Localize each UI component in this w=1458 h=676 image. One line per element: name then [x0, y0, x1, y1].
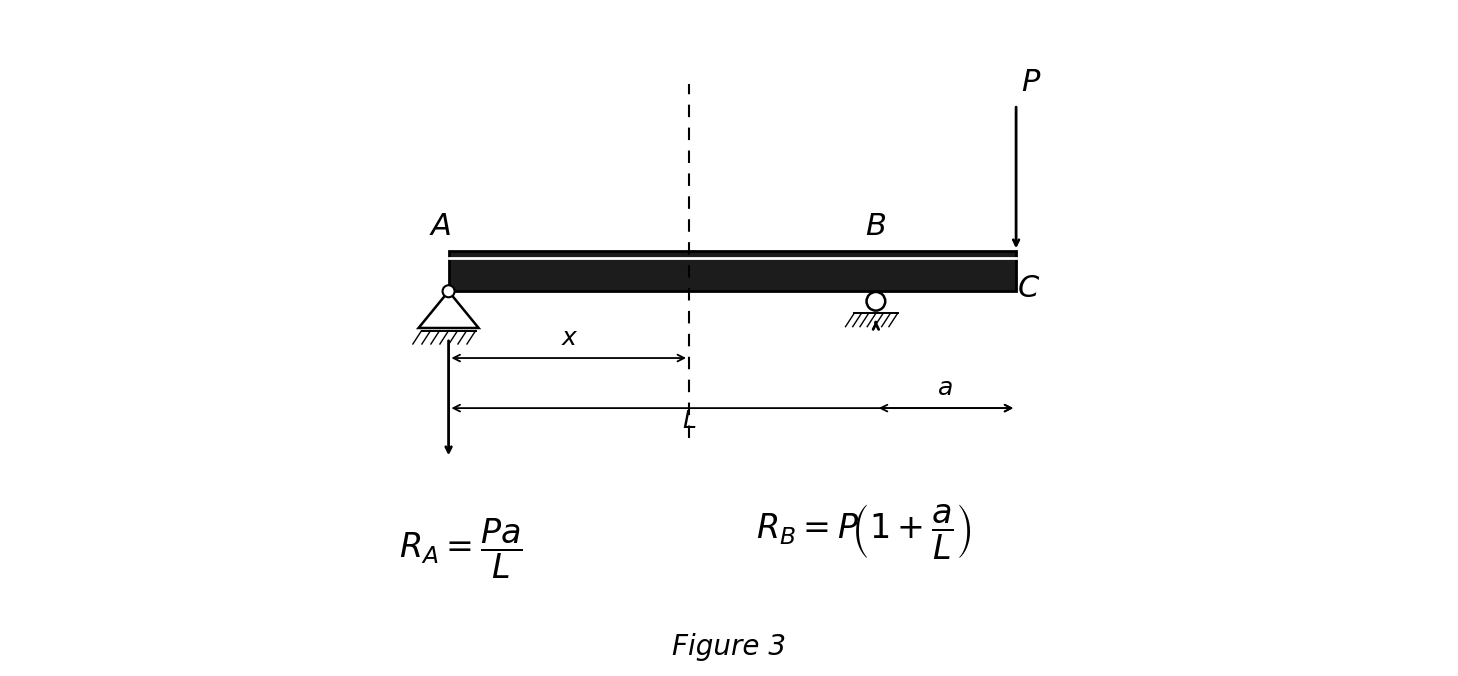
Text: B: B: [866, 212, 886, 241]
Text: Figure 3: Figure 3: [672, 633, 786, 661]
Text: P: P: [1022, 68, 1040, 97]
Text: $R_B = P\!\left(1 + \dfrac{a}{L}\right)$: $R_B = P\!\left(1 + \dfrac{a}{L}\right)$: [755, 502, 971, 561]
Text: C: C: [1018, 274, 1038, 303]
Circle shape: [443, 285, 455, 297]
Circle shape: [866, 292, 885, 311]
Text: x: x: [561, 326, 576, 349]
Text: $R_A = \dfrac{Pa}{L}$: $R_A = \dfrac{Pa}{L}$: [398, 516, 522, 581]
Text: a: a: [939, 376, 954, 400]
Bar: [449, 251, 1016, 291]
Text: L: L: [682, 409, 695, 433]
Text: A: A: [430, 212, 451, 241]
